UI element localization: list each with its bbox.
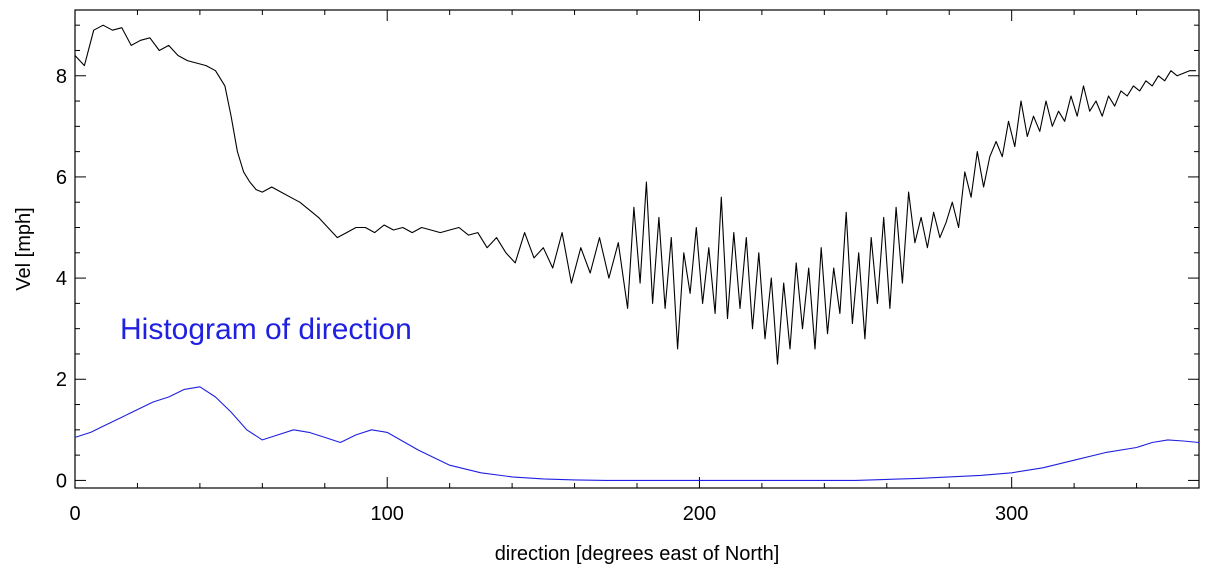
y-tick-label: 6 bbox=[56, 167, 67, 189]
x-tick-label: 0 bbox=[69, 503, 80, 525]
y-axis-title: Vel [mph] bbox=[13, 207, 35, 290]
plot-lines bbox=[74, 24, 1200, 481]
y-tick-label: 8 bbox=[56, 66, 67, 88]
y-axis: 0 2 4 6 8 bbox=[56, 24, 1199, 492]
x-axis: 0 100 200 300 bbox=[69, 10, 1200, 525]
y-tick-label: 2 bbox=[56, 369, 67, 391]
series-line-2 bbox=[74, 386, 1200, 481]
series-line-1 bbox=[74, 24, 1196, 365]
x-tick-label: 100 bbox=[371, 503, 404, 525]
x-tick-label: 200 bbox=[683, 503, 716, 525]
y-tick-label: 4 bbox=[56, 268, 67, 290]
x-tick-label: 300 bbox=[995, 503, 1028, 525]
y-tick-label: 0 bbox=[56, 470, 67, 492]
x-axis-title: direction [degrees east of North] bbox=[495, 543, 780, 565]
histogram-annotation: Histogram of direction bbox=[120, 313, 412, 346]
